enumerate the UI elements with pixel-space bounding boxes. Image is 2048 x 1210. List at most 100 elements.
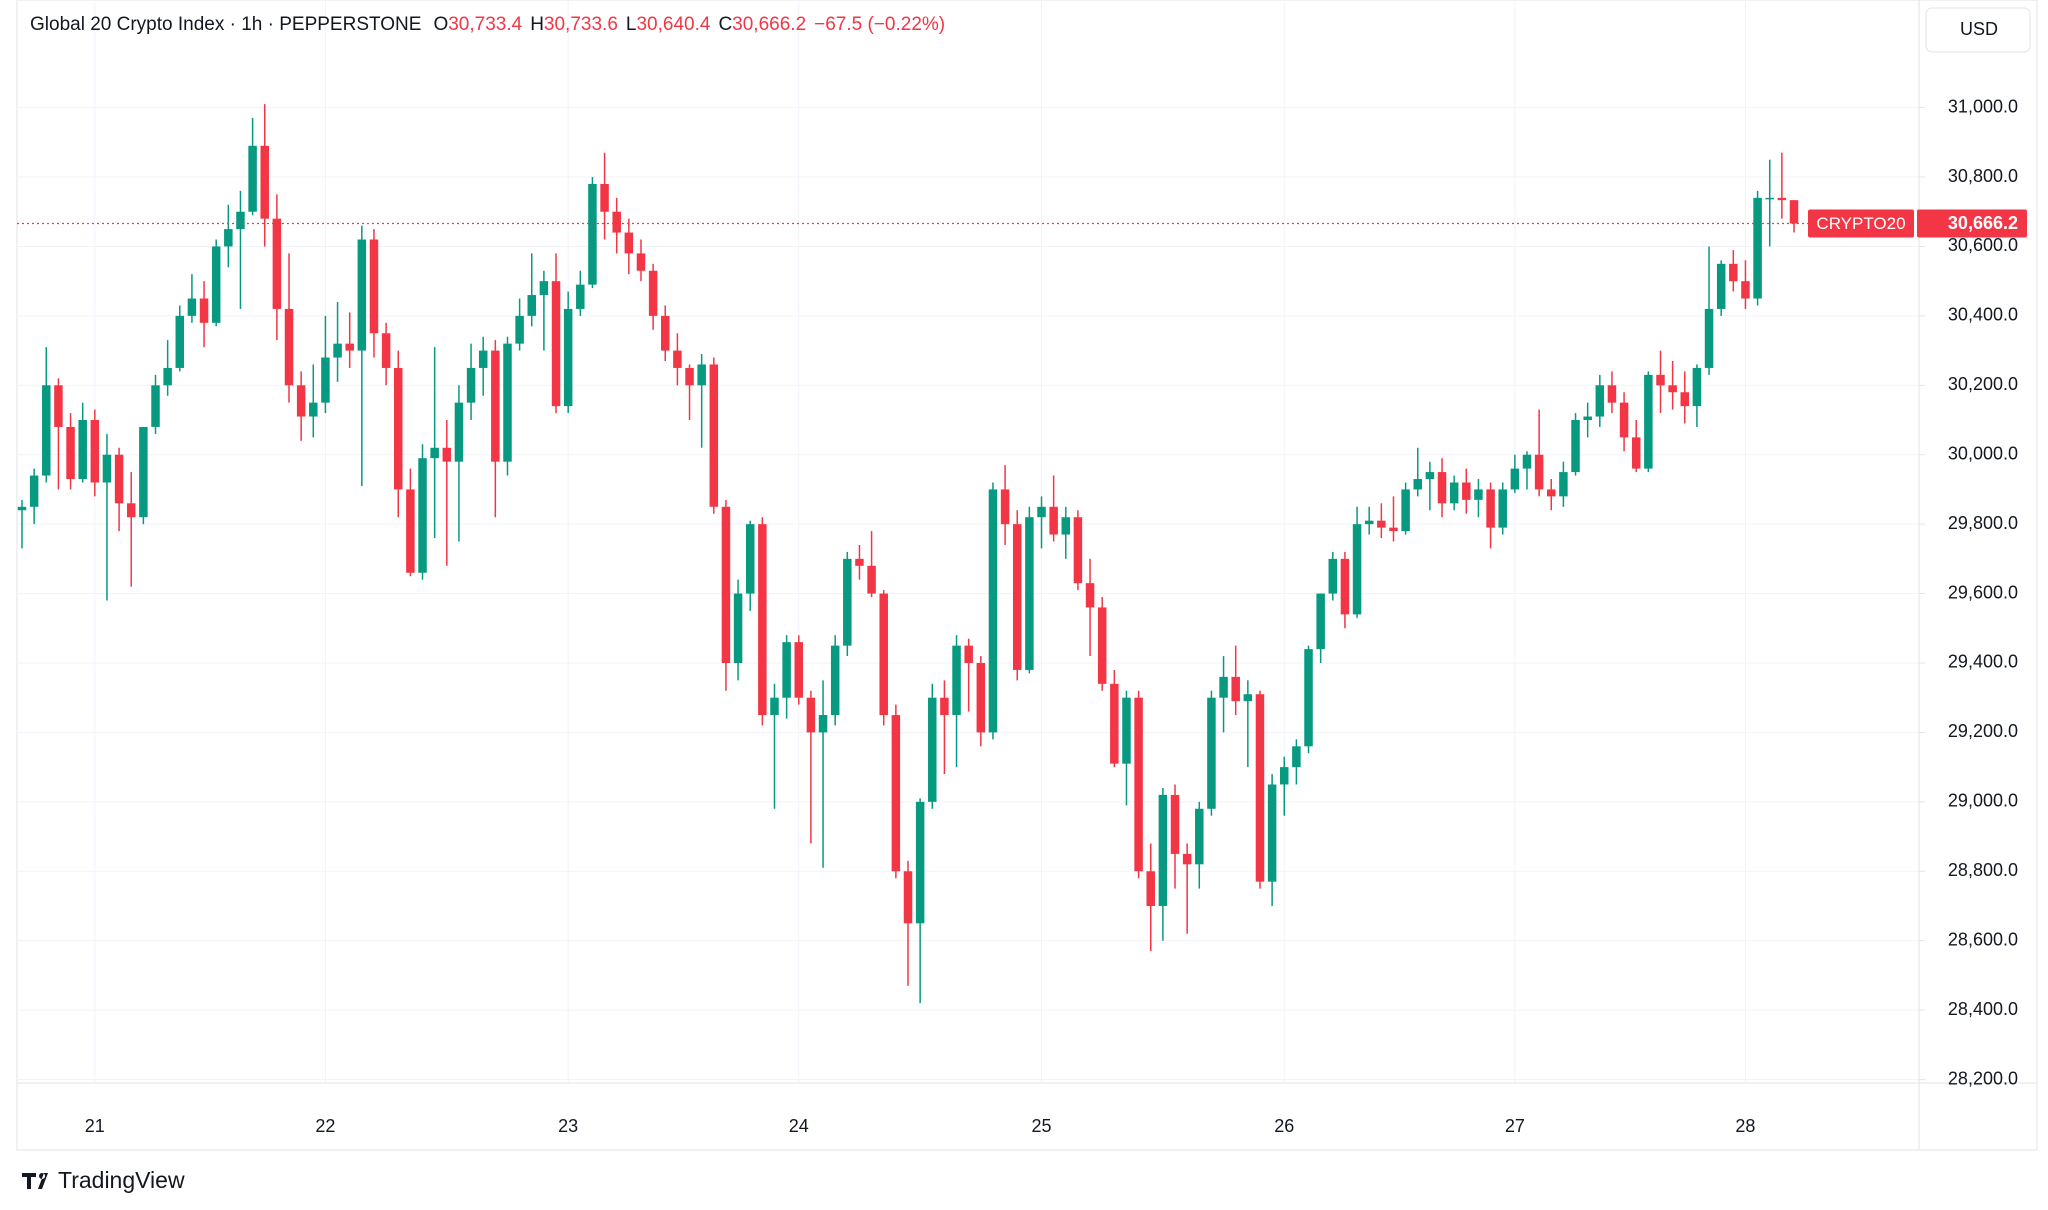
- y-tick-label: 28,600.0: [1948, 929, 2018, 949]
- candle-body: [1401, 489, 1410, 532]
- candle-body: [782, 642, 791, 698]
- candle-body: [309, 402, 318, 417]
- candle-body: [1170, 794, 1180, 854]
- candle-body: [54, 385, 63, 427]
- candle-body: [1437, 472, 1447, 504]
- x-tick-label: 27: [1505, 1116, 1525, 1136]
- currency[interactable]: USD: [1960, 19, 1998, 39]
- candles: [17, 104, 1919, 1004]
- candle-body: [588, 183, 597, 285]
- candle-body: [1789, 200, 1799, 224]
- candle-body: [478, 350, 488, 368]
- y-tick-label: 30,200.0: [1948, 374, 2018, 394]
- axes: 28,200.0 28,400.0 28,600.0 28,800.0 29,000.0…: [85, 96, 2027, 1136]
- candle-body: [794, 642, 804, 698]
- candle-body: [1765, 197, 1774, 200]
- x-tick-label: 25: [1031, 1116, 1051, 1136]
- candle-body: [843, 558, 852, 646]
- candle-body: [891, 715, 901, 872]
- candle-body: [648, 270, 658, 316]
- candle-body: [1182, 853, 1192, 865]
- candle-body: [1559, 472, 1568, 497]
- candle-body: [1110, 683, 1119, 764]
- legend-line: Global 20 Crypto Index · 1h · PEPPERSTON…: [30, 14, 945, 35]
- x-tick-label: 28: [1735, 1116, 1755, 1136]
- candle-body: [139, 426, 148, 518]
- candle-body: [1413, 479, 1423, 490]
- candle-body: [1134, 697, 1143, 872]
- candle-body: [806, 697, 816, 733]
- ohlc-label: O: [433, 14, 448, 35]
- ohlc-value: 30,640.4: [636, 14, 710, 35]
- candle-body: [1158, 794, 1168, 906]
- candle-body: [1425, 472, 1435, 480]
- candle-body: [296, 385, 306, 417]
- grid: [17, 0, 1919, 1083]
- x-tick-label: 26: [1274, 1116, 1294, 1136]
- candle-body: [1195, 808, 1204, 865]
- candle-body: [1474, 489, 1483, 500]
- candle-body: [1267, 784, 1277, 882]
- candle-body: [187, 298, 197, 316]
- symbol-title: Global 20 Crypto Index · 1h · PEPPERSTON…: [30, 14, 421, 35]
- candle-body: [1631, 437, 1641, 469]
- candle-body: [758, 524, 767, 716]
- logo: TradingView: [22, 1167, 185, 1193]
- candle-body: [527, 295, 537, 316]
- candle-body: [66, 426, 75, 480]
- candle-body: [321, 357, 330, 403]
- candle-body: [1692, 367, 1702, 407]
- candle-body: [199, 298, 209, 323]
- candle-body: [733, 593, 743, 663]
- candle-body: [539, 281, 549, 296]
- candle-body: [903, 871, 913, 924]
- branding: TradingView: [58, 1167, 185, 1193]
- candle-body: [102, 454, 112, 483]
- y-tick-label: 28,200.0: [1948, 1068, 2018, 1088]
- candle-body: [1340, 558, 1350, 615]
- y-tick-label: 29,600.0: [1948, 582, 2018, 602]
- ohlc-label: L: [626, 14, 637, 35]
- candle-body: [175, 315, 185, 368]
- y-tick-label: 28,400.0: [1948, 999, 2018, 1019]
- candle-body: [576, 284, 585, 309]
- candle-body: [114, 454, 124, 504]
- candle-body: [1716, 263, 1726, 309]
- candle-body: [661, 315, 670, 351]
- candle-body: [1122, 697, 1131, 764]
- candle-body: [940, 697, 949, 716]
- currency-box[interactable]: [1925, 7, 2031, 53]
- y-tick-label: 31,000.0: [1948, 96, 2018, 116]
- candle-body: [685, 367, 694, 386]
- candle-body: [1292, 746, 1301, 768]
- candle-body: [1146, 871, 1155, 906]
- x-tick-label: 22: [315, 1116, 335, 1136]
- candle-body: [1777, 197, 1787, 201]
- candle-body: [770, 697, 779, 716]
- y-tick-label: 30,600.0: [1948, 235, 2018, 255]
- x-tick-label: 23: [558, 1116, 578, 1136]
- candle-body: [260, 145, 269, 219]
- candle-body: [42, 385, 51, 476]
- candle-body: [272, 218, 282, 309]
- y-tick-label: 29,000.0: [1948, 791, 2018, 811]
- x-tick-label: 21: [85, 1116, 105, 1136]
- candle-body: [1498, 489, 1507, 528]
- candle-body: [418, 458, 427, 573]
- candle-body: [503, 343, 512, 462]
- candle-body: [964, 645, 973, 663]
- y-tick-label: 30,400.0: [1948, 305, 2018, 325]
- candle-body: [551, 281, 561, 407]
- candle-body: [126, 503, 136, 518]
- candle-body: [952, 645, 961, 716]
- candle-body: [855, 558, 864, 566]
- candle-body: [1061, 517, 1071, 535]
- candle-body: [29, 475, 39, 507]
- candle-body: [709, 364, 719, 507]
- candle-body: [1462, 482, 1471, 500]
- candle-body: [1255, 694, 1265, 882]
- candle-body: [430, 447, 439, 459]
- y-tick-label: 29,800.0: [1948, 513, 2018, 533]
- candle-body: [1000, 489, 1010, 525]
- candle-body: [600, 183, 609, 212]
